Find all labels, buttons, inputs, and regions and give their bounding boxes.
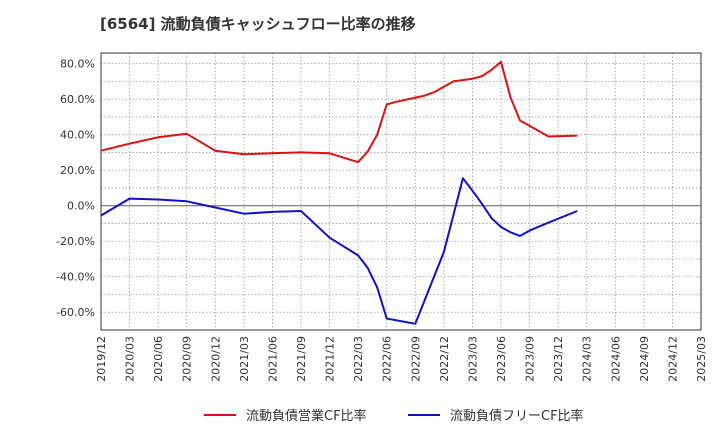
x-tick-label: 2022/09: [409, 336, 422, 382]
x-tick-label: 2023/06: [495, 336, 508, 382]
plot-area: [101, 53, 701, 330]
chart-title: [6564] 流動負債キャッシュフロー比率の推移: [100, 15, 416, 33]
y-tick-label: -60.0%: [56, 306, 95, 319]
y-tick-label: 60.0%: [60, 93, 95, 106]
x-tick-label: 2022/06: [381, 336, 394, 382]
series-line-1: [100, 60, 578, 164]
x-tick-label: 2021/03: [238, 336, 251, 382]
y-tick-label: -40.0%: [56, 271, 95, 284]
legend-label-2: 流動負債フリーCF比率: [450, 408, 584, 424]
y-tick-label: 40.0%: [60, 129, 95, 142]
y-tick-label: 80.0%: [60, 58, 95, 71]
x-tick-label: 2022/03: [352, 336, 365, 382]
x-tick-label: 2022/12: [438, 336, 451, 382]
x-tick-label: 2019/12: [95, 336, 108, 382]
x-tick-label: 2020/09: [181, 336, 194, 382]
y-tick-label: -20.0%: [56, 235, 95, 248]
x-tick-label: 2020/03: [124, 336, 137, 382]
x-tick-label: 2021/09: [295, 336, 308, 382]
x-tick-label: 2023/09: [524, 336, 537, 382]
x-tick-label: 2024/06: [609, 336, 622, 382]
x-tick-label: 2024/12: [666, 336, 679, 382]
x-tick-label: 2024/03: [581, 336, 594, 382]
y-tick-label: 0.0%: [67, 200, 95, 213]
x-tick-label: 2020/06: [152, 336, 165, 382]
x-tick-label: 2023/12: [552, 336, 565, 382]
x-tick-label: 2021/06: [266, 336, 279, 382]
legend-label-1: 流動負債営業CF比率: [246, 408, 367, 424]
x-tick-label: 2021/12: [324, 336, 337, 382]
x-tick-label: 2024/09: [638, 336, 651, 382]
x-tick-label: 2020/12: [209, 336, 222, 382]
x-tick-label: 2023/03: [466, 336, 479, 382]
plot-frame: [100, 52, 702, 331]
series-line-2: [100, 177, 578, 325]
x-tick-label: 2025/03: [695, 336, 708, 382]
y-tick-label: 20.0%: [60, 164, 95, 177]
